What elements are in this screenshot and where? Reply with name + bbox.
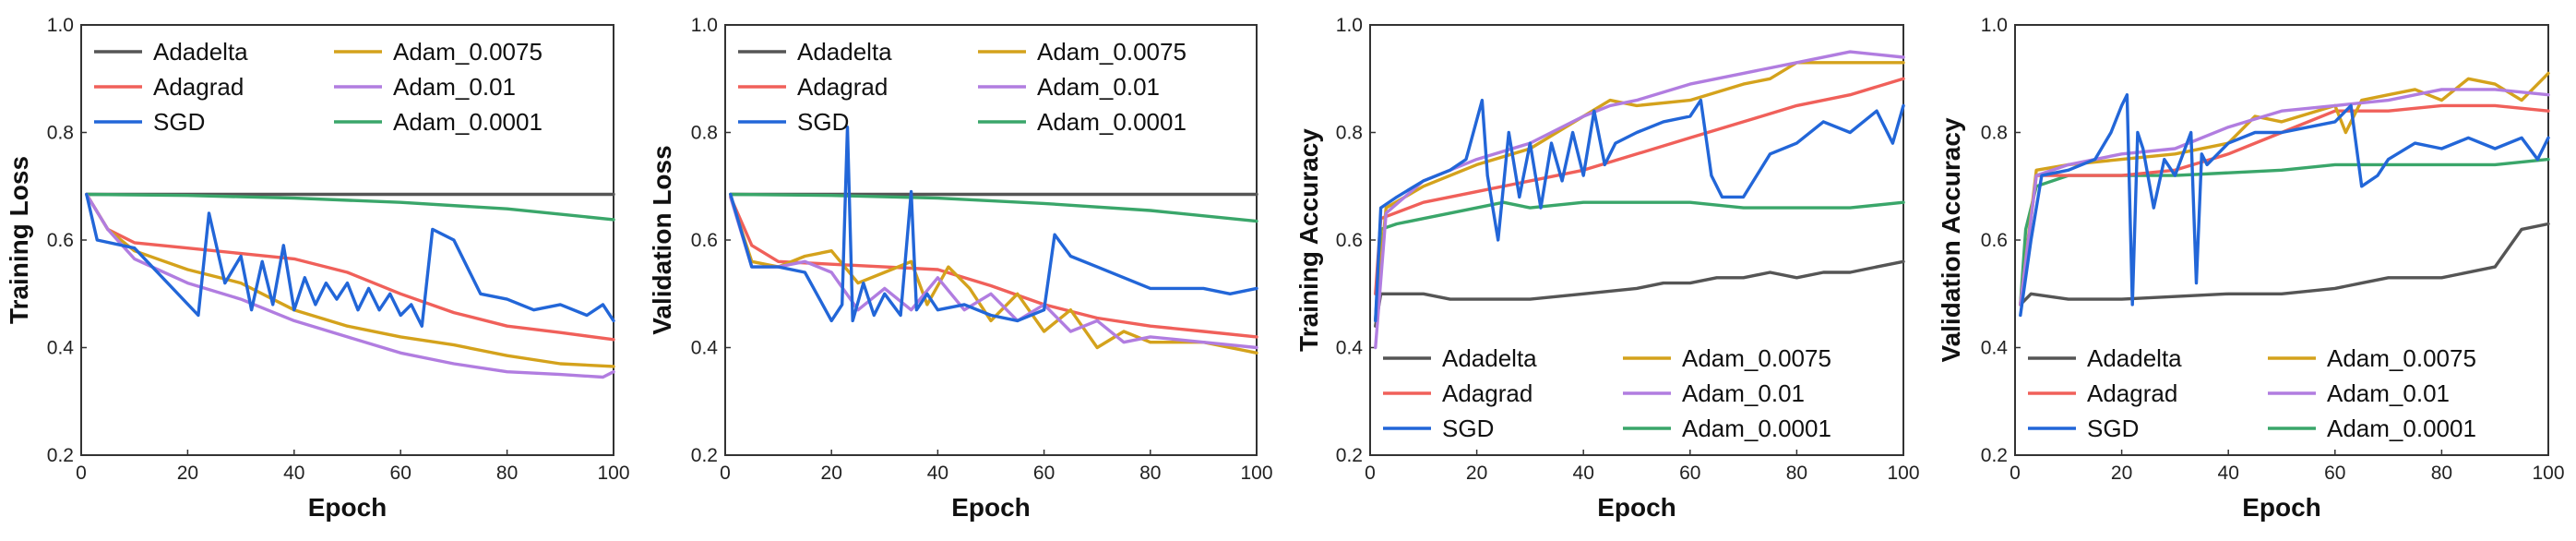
y-tick-label: 0.8 — [691, 123, 718, 144]
y-tick-label: 1.0 — [1981, 15, 2008, 36]
series-line-adam-0-0075 — [1374, 61, 1905, 323]
x-tick-label: 40 — [2218, 463, 2239, 484]
legend-label: SGD — [2087, 415, 2139, 442]
legend-label: Adam_0.01 — [2327, 379, 2450, 407]
y-tick-label: 0.6 — [1981, 230, 2008, 251]
y-tick-label: 0.2 — [1981, 445, 2008, 466]
x-axis-label: Epoch — [2242, 493, 2321, 522]
series-line-adam-0-0001 — [85, 192, 615, 222]
legend-label: Adam_0.0001 — [1682, 415, 1831, 442]
y-tick-label: 1.0 — [1336, 15, 1363, 36]
y-tick-label: 0.4 — [47, 338, 75, 359]
y-axis-label: Validation Accuracy — [1937, 117, 1965, 362]
series-line-sgd — [729, 125, 1258, 323]
x-tick-label: 100 — [1240, 463, 1272, 484]
series-line-adagrad — [2019, 103, 2550, 307]
x-tick-label: 80 — [1139, 463, 1161, 484]
legend-label: Adam_0.0075 — [1682, 344, 1831, 372]
x-tick-label: 80 — [496, 463, 518, 484]
series-line-sgd — [1374, 98, 1905, 323]
legend-label: Adam_0.01 — [1037, 73, 1160, 101]
y-axis-label: Training Accuracy — [1294, 128, 1323, 352]
legend-label: Adam_0.0075 — [393, 38, 543, 66]
series-line-sgd — [85, 192, 615, 328]
series-line-adam-0-01 — [729, 195, 1258, 350]
x-tick-label: 0 — [720, 463, 731, 484]
x-tick-label: 20 — [821, 463, 842, 484]
y-axis-label: Validation Loss — [648, 145, 676, 334]
y-tick-label: 0.4 — [1981, 338, 2009, 359]
x-tick-label: 40 — [1573, 463, 1594, 484]
series-line-adagrad — [1374, 77, 1905, 295]
y-tick-label: 0.6 — [691, 230, 718, 251]
y-tick-label: 1.0 — [47, 15, 74, 36]
x-tick-label: 60 — [1679, 463, 1700, 484]
y-tick-label: 0.6 — [1336, 230, 1363, 251]
series-line-adam-0-0001 — [1374, 200, 1905, 323]
y-tick-label: 0.8 — [1336, 123, 1363, 144]
x-tick-label: 100 — [2532, 463, 2564, 484]
legend-label: Adam_0.0001 — [393, 108, 543, 136]
series-line-adam-0-0001 — [729, 192, 1258, 223]
y-tick-label: 1.0 — [691, 15, 718, 36]
x-tick-label: 40 — [283, 463, 304, 484]
legend-label: Adam_0.0075 — [1037, 38, 1187, 66]
x-tick-label: 60 — [2324, 463, 2345, 484]
legend-label: Adagrad — [2087, 379, 2177, 407]
legend-label: Adadelta — [153, 38, 248, 66]
legend-label: Adam_0.01 — [1682, 379, 1805, 407]
series-line-adam-0-0075 — [729, 195, 1258, 355]
legend-label: Adagrad — [153, 73, 244, 101]
x-tick-label: 80 — [2431, 463, 2452, 484]
series-line-sgd — [2019, 92, 2550, 318]
y-axis-label: Training Loss — [5, 156, 33, 324]
x-tick-label: 60 — [1033, 463, 1055, 484]
x-tick-label: 60 — [390, 463, 411, 484]
legend-label: SGD — [797, 108, 849, 136]
x-tick-label: 100 — [597, 463, 629, 484]
x-tick-label: 20 — [2111, 463, 2132, 484]
y-tick-label: 0.4 — [691, 338, 719, 359]
legend-label: SGD — [153, 108, 205, 136]
series-line-adam-0-01 — [1374, 50, 1905, 350]
legend-label: Adam_0.01 — [393, 73, 516, 101]
legend-label: Adadelta — [2087, 344, 2182, 372]
series-line-adam-0-01 — [85, 192, 615, 379]
y-tick-label: 0.2 — [47, 445, 74, 466]
series-line-adam-0-0075 — [2019, 71, 2550, 307]
legend-label: Adagrad — [1442, 379, 1532, 407]
x-tick-label: 80 — [1786, 463, 1807, 484]
series-line-adagrad — [729, 195, 1258, 339]
series-line-adam-0-0001 — [2019, 157, 2550, 307]
x-tick-label: 40 — [927, 463, 948, 484]
x-axis-label: Epoch — [951, 493, 1031, 522]
legend-label: Adam_0.0001 — [1037, 108, 1187, 136]
series-line-adadelta — [2019, 222, 2550, 307]
legend-label: Adam_0.0075 — [2327, 344, 2476, 372]
y-tick-label: 0.6 — [47, 230, 74, 251]
x-tick-label: 20 — [177, 463, 198, 484]
y-tick-label: 0.4 — [1336, 338, 1364, 359]
legend-label: Adadelta — [797, 38, 892, 66]
y-tick-label: 0.2 — [1336, 445, 1363, 466]
legend-label: Adam_0.0001 — [2327, 415, 2476, 442]
series-line-adadelta — [1374, 259, 1905, 328]
legend-label: Adadelta — [1442, 344, 1537, 372]
y-tick-label: 0.8 — [47, 123, 74, 144]
x-axis-label: Epoch — [308, 493, 388, 522]
x-tick-label: 20 — [1466, 463, 1487, 484]
x-tick-label: 0 — [2010, 463, 2021, 484]
x-tick-label: 100 — [1887, 463, 1919, 484]
x-axis-label: Epoch — [1597, 493, 1676, 522]
x-tick-label: 0 — [1365, 463, 1376, 484]
legend-label: SGD — [1442, 415, 1494, 442]
x-tick-label: 0 — [76, 463, 87, 484]
legend-label: Adagrad — [797, 73, 888, 101]
series-line-adam-0-01 — [2019, 88, 2550, 307]
y-tick-label: 0.2 — [691, 445, 718, 466]
y-tick-label: 0.8 — [1981, 123, 2008, 144]
series-line-adagrad — [85, 192, 615, 342]
